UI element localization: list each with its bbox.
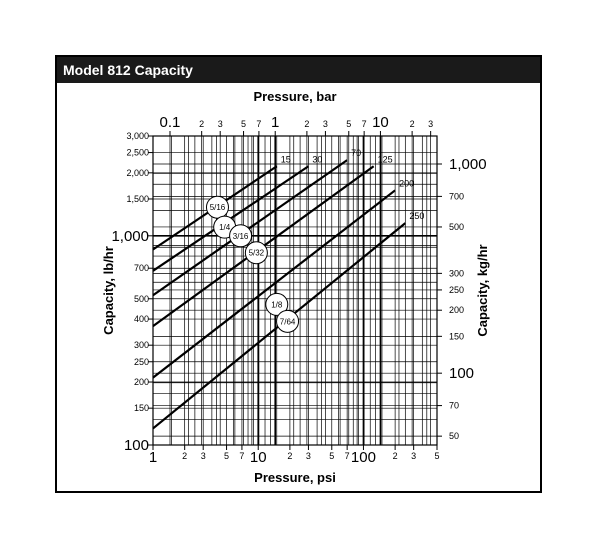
x-bottom-tick-label: 1 (149, 449, 157, 466)
series-label: 250 (409, 211, 424, 221)
y-left-tick-label: 100 (124, 437, 149, 454)
y-right-tick-label: 500 (449, 222, 464, 232)
y-right-tick-label: 70 (449, 401, 459, 411)
orifice-marker (229, 224, 253, 248)
y-right-tick-label: 700 (449, 191, 464, 201)
x-top-tick-label: 1 (271, 114, 279, 131)
y-left-axis-label: Capacity, lb/hr (101, 246, 116, 335)
y-right-tick-label: 100 (449, 365, 474, 382)
orifice-label: 5/16 (210, 203, 226, 212)
x-top-tick-label: 5 (346, 119, 351, 129)
x-top-tick-label: 10 (372, 114, 389, 131)
x-bottom-tick-label: 2 (287, 451, 292, 461)
capacity-lines: 15 30 70 125 200 250 5/16 1/43/165/32 1/8 7/64 (152, 148, 424, 430)
y-left-tick-label: 250 (134, 357, 149, 367)
x-top-tick-label: 3 (428, 119, 433, 129)
x-bottom-tick-label: 100 (351, 449, 376, 466)
series-label: 30 (312, 154, 322, 164)
x-top-tick-label: 0.1 (160, 114, 181, 131)
orifice-marker (244, 241, 268, 265)
y-right-tick-label: 200 (449, 305, 464, 315)
x-bottom-tick-label: 5 (224, 451, 229, 461)
x-top-tick-label: 3 (323, 119, 328, 129)
y-right-tick-label: 250 (449, 285, 464, 295)
y-right-tick-label: 150 (449, 331, 464, 341)
x-bottom-tick-label: 7 (345, 451, 350, 461)
series-label: 200 (399, 178, 414, 188)
y-right-tick-label: 50 (449, 431, 459, 441)
x-top-tick-label: 2 (199, 119, 204, 129)
y-right-tick-label: 300 (449, 268, 464, 278)
x-bottom-tick-label: 5 (329, 451, 334, 461)
y-left-tick-label: 200 (134, 377, 149, 387)
x-bottom-tick-label: 2 (393, 451, 398, 461)
x-top-tick-label: 7 (256, 119, 261, 129)
x-bottom-tick-label: 5 (434, 451, 439, 461)
y-left-tick-label: 2,500 (126, 148, 149, 158)
y-left-tick-label: 700 (134, 263, 149, 273)
x-top-tick-label: 7 (362, 119, 367, 129)
x-top-tick-label: 5 (241, 119, 246, 129)
y-left-tick-label: 1,000 (111, 228, 149, 245)
x-bottom-tick-label: 3 (411, 451, 416, 461)
x-bottom-tick-label: 2 (182, 451, 187, 461)
chart-title: Model 812 Capacity (57, 57, 540, 83)
y-left-tick-label: 300 (134, 340, 149, 350)
y-left-tick-label: 2,000 (126, 168, 149, 178)
chart-frame: Model 812 Capacity (55, 55, 542, 493)
x-top-tick-label: 2 (304, 119, 309, 129)
series-label: 15 (281, 154, 291, 164)
capacity-line (152, 189, 396, 379)
x-bottom-tick-label: 3 (201, 451, 206, 461)
orifice-label: 1/4 (219, 223, 231, 232)
series-label: 70 (351, 148, 361, 158)
y-left-tick-label: 3,000 (126, 131, 149, 141)
orifice-label: 7/64 (280, 317, 296, 326)
y-left-tick-label: 1,500 (126, 194, 149, 204)
x-bottom-tick-label: 7 (239, 451, 244, 461)
orifice-label: 1/8 (271, 300, 283, 309)
plot-border (152, 135, 438, 446)
y-left-tick-label: 150 (134, 403, 149, 413)
x-bottom-axis-label: Pressure, psi (254, 470, 336, 485)
series-label: 125 (378, 154, 393, 164)
capacity-line (152, 159, 348, 297)
orifice-label: 3/16 (233, 232, 249, 241)
orifice-marker (265, 292, 289, 316)
x-bottom-tick-label: 3 (306, 451, 311, 461)
x-top-tick-label: 3 (218, 119, 223, 129)
grid-lines (152, 135, 438, 446)
y-left-tick-label: 500 (134, 294, 149, 304)
x-top-axis-label: Pressure, bar (253, 89, 336, 104)
orifice-marker (276, 309, 300, 333)
y-left-tick-label: 400 (134, 314, 149, 324)
orifice-label: 5/32 (249, 249, 265, 258)
x-bottom-tick-label: 10 (250, 449, 267, 466)
y-right-axis-label: Capacity, kg/hr (475, 244, 490, 336)
y-right-tick-label: 1,000 (449, 156, 487, 173)
x-top-tick-label: 2 (410, 119, 415, 129)
